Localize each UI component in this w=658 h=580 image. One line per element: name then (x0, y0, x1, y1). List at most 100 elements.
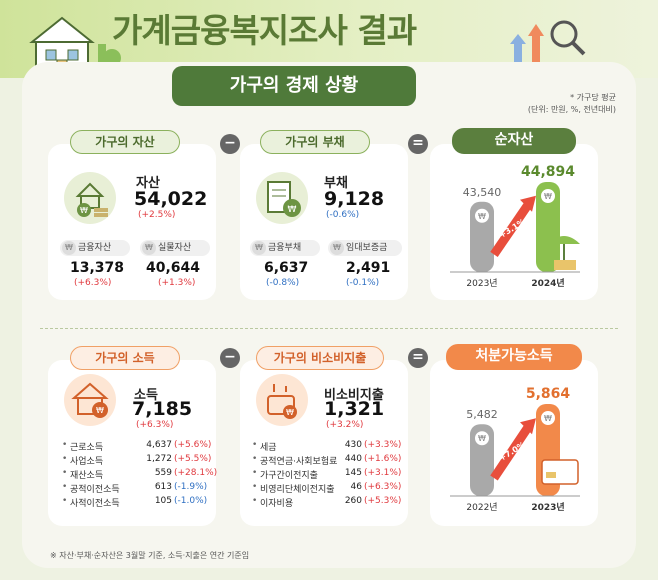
debt-change: (-0.6%) (326, 210, 360, 220)
income-row-value: 105 (154, 496, 172, 506)
nonconsumption-value: 1,321 (324, 398, 385, 420)
nonconsumption-change: (+3.2%) (326, 420, 364, 430)
nonconsumption-breakdown-list: • 세금 430 (+3.3%) • 공적연금·사회보험료 440 (+1.6%) • 가구간이전… (246, 440, 406, 510)
umbrella-icon (548, 236, 580, 244)
income-row-value: 559 (154, 468, 172, 478)
financial-debt-change: (-0.8%) (266, 278, 300, 288)
financial-debt-label: ₩ 금융부채 (250, 240, 320, 256)
nonconsumption-row-label: 가구간이전지출 (260, 471, 318, 481)
bullet-icon: • (252, 454, 258, 464)
nonconsumption-row-change: (+3.3%) (364, 440, 402, 450)
real-assets-value: 40,644 (146, 260, 201, 276)
bar-coin-symbol: ₩ (478, 212, 486, 221)
coin-stack-icon (554, 260, 576, 270)
nonconsumption-row-label: 공적연금·사회보험료 (260, 457, 338, 467)
debt-document-icon: ₩ (256, 172, 308, 224)
nonconsumption-row-change: (+5.3%) (364, 496, 402, 506)
income-row-label: 공적이전소득 (70, 485, 120, 495)
svg-text:₩: ₩ (288, 205, 297, 215)
chart-bar (536, 182, 560, 272)
income-row: • 재산소득 559 (+28.1%) (56, 468, 217, 482)
assets-pill: 가구의 자산 (70, 130, 180, 154)
nonconsumption-row-value: 46 (350, 482, 362, 492)
bullet-icon: • (62, 468, 68, 478)
income-value: 7,185 (132, 398, 193, 420)
unit-note: (단위: 만원, %, 전년대비) (527, 105, 616, 114)
bullet-icon: • (252, 468, 258, 478)
income-breakdown-list: • 근로소득 4,637 (+5.6%) • 사업소득 1,272 (+5.5%) • 재산소득 5… (56, 440, 217, 510)
bullet-icon: • (62, 482, 68, 492)
nonconsumption-label: 비소비지출 (324, 388, 384, 403)
section-title: 가구의 경제 상황 (172, 66, 416, 106)
footnote: ※ 자산·부채·순자산은 3월말 기준, 소득·지출은 연간 기준임 (50, 551, 250, 560)
income-row-label: 재산소득 (70, 471, 104, 481)
financial-assets-change: (+6.3%) (74, 278, 112, 288)
debt-card (240, 144, 408, 300)
bar-coin-symbol: ₩ (544, 192, 552, 201)
bar-coin-icon (473, 206, 491, 225)
income-row: • 사업소득 1,272 (+5.5%) (56, 454, 216, 468)
nonconsumption-row-value: 430 (344, 440, 362, 450)
financial-debt-value: 6,637 (264, 260, 309, 276)
real-assets-change: (+1.3%) (158, 278, 196, 288)
income-row-change: (+5.6%) (174, 440, 212, 450)
nonconsumption-row: • 비영리단체이전지출 46 (+6.3%) (246, 482, 406, 496)
financial-debt-coin-icon: ₩ (252, 241, 266, 255)
nonconsumption-row-label: 비영리단체이전지출 (260, 485, 335, 495)
minus-operator: − (220, 134, 240, 154)
income-label: 소득 (134, 388, 158, 403)
nonconsumption-wallet-icon: ₩ (256, 374, 308, 426)
assets-card (48, 144, 216, 300)
svg-text:₩: ₩ (286, 408, 294, 417)
card-chip (546, 472, 556, 478)
nonconsumption-row: • 가구간이전지출 145 (+3.1%) (246, 468, 406, 482)
bullet-icon: • (62, 496, 68, 506)
net-assets-pill: 순자산 (452, 128, 576, 154)
equals-operator: = (408, 134, 428, 154)
nonconsumption-row: • 공적연금·사회보험료 440 (+1.6%) (246, 454, 406, 468)
lease-deposit-change: (-0.1%) (346, 278, 380, 288)
income-row-label: 근로소득 (70, 443, 104, 453)
nonconsumption-row-label: 세금 (260, 443, 277, 453)
bar-value-label: 5,864 (526, 386, 571, 402)
category-label: 2023년 (531, 501, 564, 513)
financial-assets-value: 13,378 (70, 260, 125, 276)
nonconsumption-pill: 가구의 비소비지출 (256, 346, 384, 370)
growth-arrow-icon (490, 421, 534, 481)
bar-coin-symbol: ₩ (544, 414, 552, 423)
income-row-change: (+5.5%) (174, 454, 212, 464)
arrow-head-icon (520, 195, 536, 212)
real-assets-coin-icon: ₩ (142, 241, 156, 255)
bullet-icon: • (252, 440, 258, 450)
income-row-change: (-1.9%) (174, 482, 208, 492)
bar-coin-symbol: ₩ (478, 434, 486, 443)
bullet-icon: • (252, 496, 258, 506)
lease-deposit-coin-icon: ₩ (330, 241, 344, 255)
section-divider (40, 328, 618, 329)
growth-arrow-icon (490, 199, 534, 257)
income-row-value: 613 (154, 482, 172, 492)
income-row-label: 사업소득 (70, 457, 104, 467)
bar-value-label: 43,540 (463, 186, 502, 199)
svg-text:₩: ₩ (80, 206, 88, 215)
debt-label: 부채 (324, 176, 348, 191)
income-row-change: (-1.0%) (174, 496, 208, 506)
debt-value: 9,128 (324, 188, 385, 210)
assets-label: 자산 (136, 176, 160, 191)
minus-operator-2: − (220, 348, 240, 368)
lease-deposit-value: 2,491 (346, 260, 391, 276)
category-label: 2024년 (531, 277, 564, 289)
bullet-icon: • (62, 440, 68, 450)
assets-value: 54,022 (134, 188, 208, 210)
income-row-value: 1,272 (146, 454, 172, 464)
nonconsumption-row-change: (+1.6%) (364, 454, 402, 464)
income-row-label: 사적이전소득 (70, 499, 120, 509)
real-assets-label: ₩ 실물자산 (140, 240, 210, 256)
income-pill: 가구의 소득 (70, 346, 180, 370)
nonconsumption-row-value: 145 (344, 468, 362, 478)
nonconsumption-row-label: 이자비용 (260, 499, 294, 509)
financial-assets-coin-icon: ₩ (62, 241, 76, 255)
arrow-head-icon (520, 418, 536, 435)
bullet-icon: • (252, 482, 258, 492)
